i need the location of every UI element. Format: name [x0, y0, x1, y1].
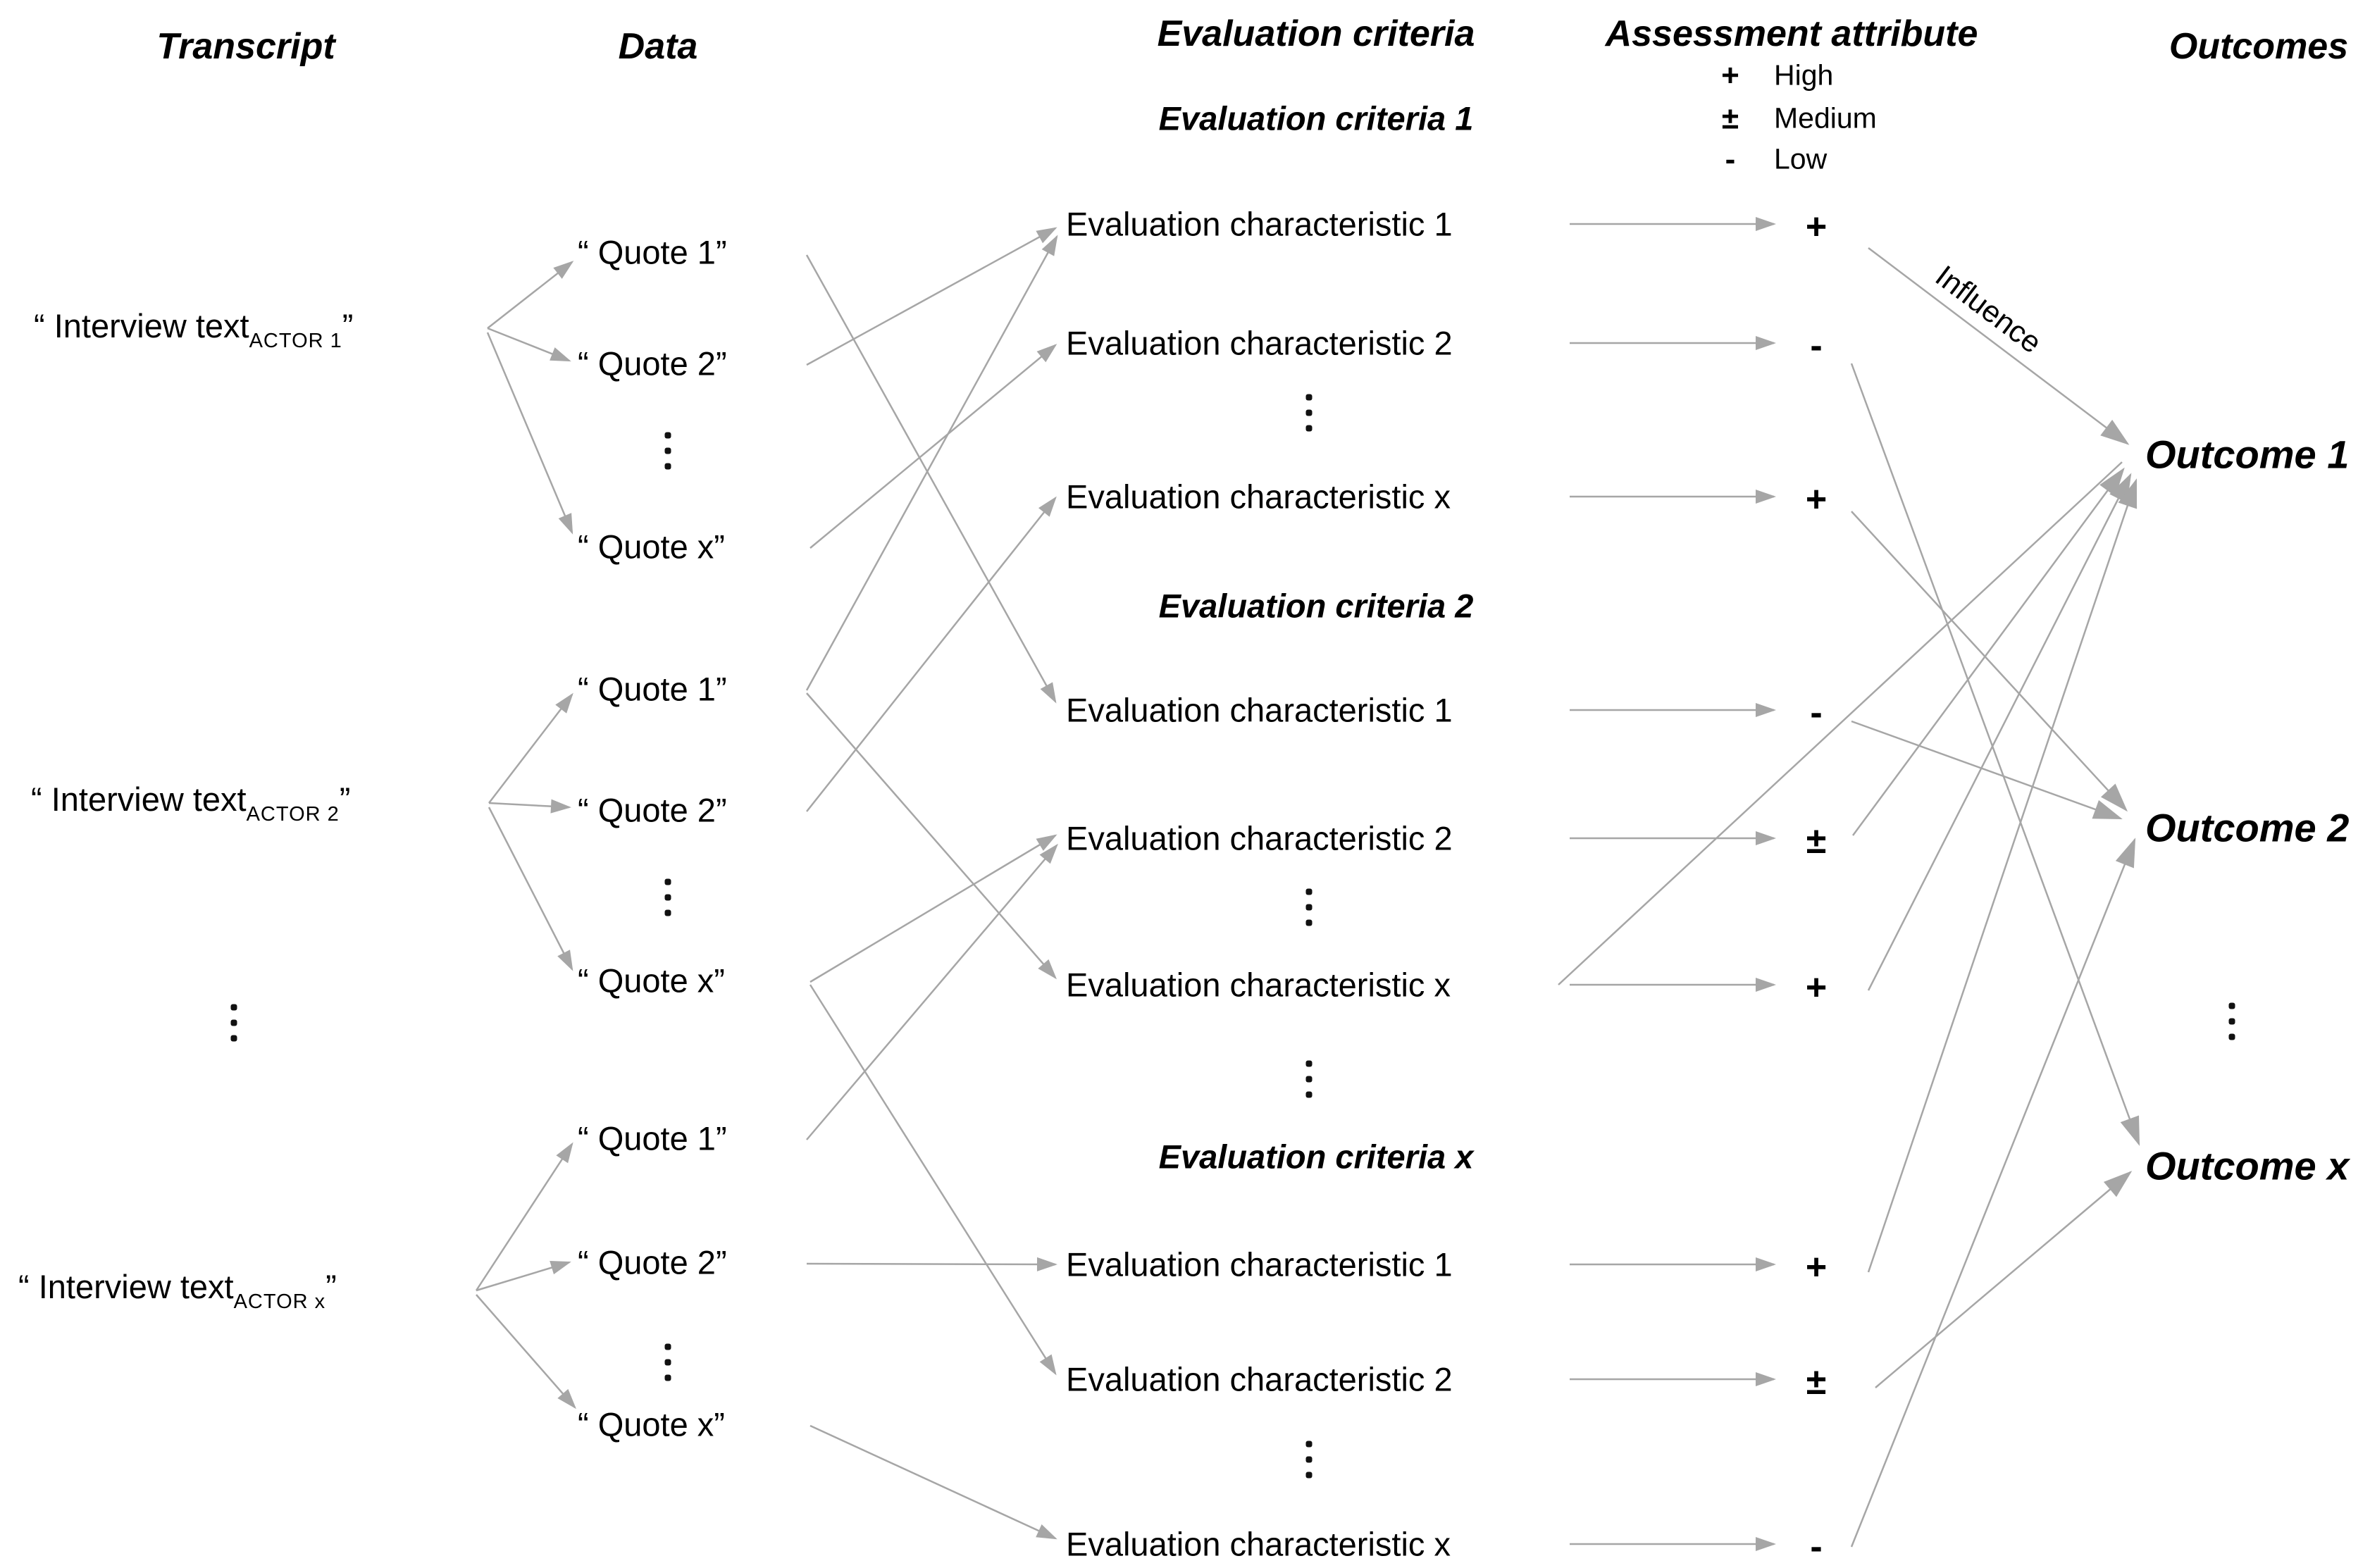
transcript-item: “ Interview textACTOR 1”	[34, 306, 353, 353]
attribute-symbol: +	[1805, 967, 1828, 1008]
attribute-symbol: +	[1805, 1247, 1828, 1288]
transcript-item: “ Interview textACTOR x”	[18, 1267, 337, 1314]
quote-item: “ Quote 1”	[578, 670, 727, 708]
quote-item: “ Quote 1”	[578, 233, 727, 271]
header-data: Data	[618, 26, 698, 67]
plus-minus-icon: ±	[1721, 101, 1739, 135]
legend-label: Low	[1774, 142, 1828, 175]
plus-icon: +	[1721, 58, 1739, 92]
vertical-ellipsis-icon	[1305, 1060, 1313, 1098]
vertical-ellipsis-icon	[1305, 1441, 1313, 1479]
attribute-symbol: +	[1805, 206, 1828, 247]
characteristic-label: Evaluation characteristic 2	[1066, 819, 1453, 857]
vertical-ellipsis-icon	[1305, 394, 1313, 432]
close-quote: ”	[339, 780, 351, 818]
quote-item: “ Quote 2”	[578, 1243, 727, 1281]
characteristic-label: Evaluation characteristic x	[1066, 966, 1451, 1004]
transcript-to-quote-arrows	[475, 261, 576, 1410]
close-quote: ”	[342, 307, 354, 344]
transcript-text: “ Interview text	[34, 307, 249, 344]
characteristic-label: Evaluation characteristic 1	[1066, 691, 1453, 729]
influence-arrows	[1558, 247, 2140, 1548]
characteristic-label: Evaluation characteristic 2	[1066, 1360, 1453, 1398]
quote-item: “ Quote 1”	[578, 1119, 727, 1157]
quote-to-characteristic-arrows	[805, 227, 1058, 1540]
legend-label: High	[1774, 58, 1834, 92]
vertical-ellipsis-icon	[664, 878, 671, 916]
criteria-title: Evaluation criteria 1	[1158, 99, 1474, 137]
vertical-ellipsis-icon	[664, 1343, 671, 1381]
quote-item: “ Quote 2”	[578, 344, 727, 382]
vertical-ellipsis-icon	[1305, 888, 1313, 926]
quote-item: “ Quote x”	[578, 1405, 725, 1443]
vertical-ellipsis-icon	[2228, 1002, 2235, 1040]
transcript-text: “ Interview text	[31, 780, 247, 818]
legend-label: Medium	[1774, 101, 1877, 135]
legend-item-low: - Low	[1705, 142, 1828, 176]
transcript-subscript: ACTOR 2	[246, 803, 340, 826]
legend-item-high: + High	[1705, 59, 1833, 92]
header-transcript: Transcript	[156, 26, 335, 67]
header-assessment-attribute: Assessment attribute	[1605, 13, 1978, 54]
header-evaluation-criteria: Evaluation criteria	[1157, 13, 1475, 54]
outcome-item: Outcome 2	[2145, 805, 2350, 850]
vertical-ellipsis-icon	[230, 1004, 237, 1042]
outcome-item: Outcome 1	[2145, 432, 2350, 477]
transcript-text: “ Interview text	[18, 1268, 234, 1305]
transcript-subscript: ACTOR x	[233, 1290, 326, 1313]
criteria-title: Evaluation criteria 2	[1158, 587, 1474, 625]
characteristic-label: Evaluation characteristic 1	[1066, 1245, 1453, 1283]
minus-icon: -	[1725, 142, 1736, 176]
quote-item: “ Quote x”	[578, 962, 725, 1000]
attribute-symbol: ±	[1806, 821, 1827, 861]
characteristic-label: Evaluation characteristic x	[1066, 478, 1451, 516]
close-quote: ”	[325, 1268, 337, 1305]
attribute-symbol: +	[1805, 479, 1828, 520]
header-outcomes: Outcomes	[2169, 26, 2349, 67]
transcript-item: “ Interview textACTOR 2”	[31, 780, 350, 826]
legend-item-medium: ± Medium	[1705, 102, 1877, 135]
characteristic-to-attribute-arrows	[1570, 217, 1776, 1551]
vertical-ellipsis-icon	[664, 432, 671, 470]
criteria-title: Evaluation criteria x	[1158, 1138, 1474, 1176]
characteristic-label: Evaluation characteristic x	[1066, 1525, 1451, 1563]
quote-item: “ Quote x”	[578, 528, 725, 566]
outcome-item: Outcome x	[2145, 1143, 2350, 1188]
attribute-symbol: -	[1810, 325, 1823, 366]
attribute-symbol: ±	[1806, 1362, 1827, 1402]
characteristic-label: Evaluation characteristic 2	[1066, 324, 1453, 362]
transcript-subscript: ACTOR 1	[249, 330, 342, 352]
attribute-symbol: -	[1810, 1526, 1823, 1567]
attribute-symbol: -	[1810, 692, 1823, 733]
quote-item: “ Quote 2”	[578, 791, 727, 829]
characteristic-label: Evaluation characteristic 1	[1066, 205, 1453, 243]
